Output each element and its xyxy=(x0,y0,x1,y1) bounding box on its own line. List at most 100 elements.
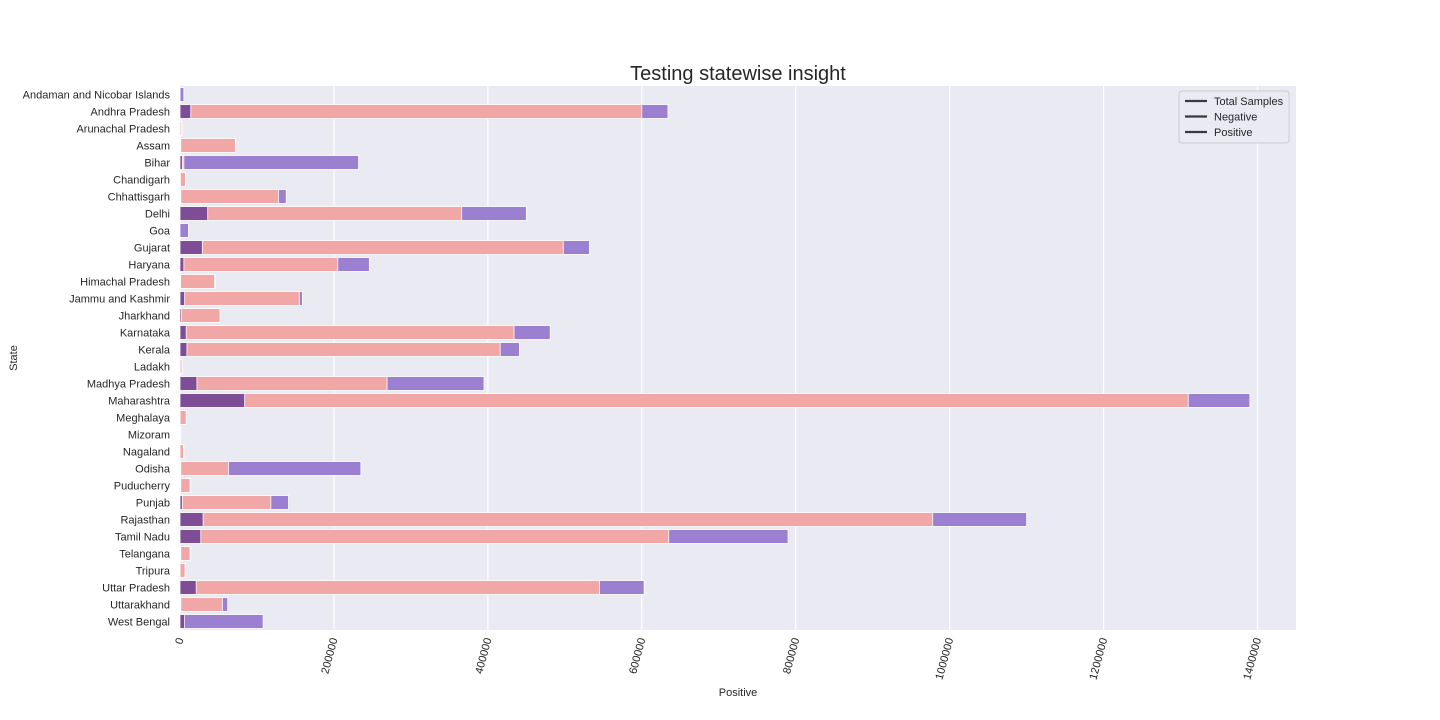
y-axis-label: State xyxy=(8,345,20,371)
state-label: Goa xyxy=(149,226,171,238)
state-label: Chandigarh xyxy=(113,175,170,187)
state-label: Andhra Pradesh xyxy=(91,107,171,119)
bar-positive-15 xyxy=(179,342,188,357)
state-label: Odisha xyxy=(135,464,171,476)
bar-positive-3 xyxy=(179,138,182,153)
state-label: Tripura xyxy=(136,566,171,578)
bar-negative-14 xyxy=(179,325,515,340)
state-label: Puducherry xyxy=(114,481,171,493)
bar-negative-17 xyxy=(179,376,388,391)
state-label: Jharkhand xyxy=(119,311,170,323)
x-tick-label: 1400000 xyxy=(1241,637,1264,681)
bar-negative-13 xyxy=(179,308,221,323)
state-label: Assam xyxy=(136,141,170,153)
legend-box xyxy=(1178,90,1290,144)
state-labels: Andaman and Nicobar Islands Andhra Prades… xyxy=(23,90,171,629)
bar-negative-15 xyxy=(179,342,501,357)
state-label: Ladakh xyxy=(134,362,170,374)
bar-positive-18 xyxy=(179,393,246,408)
bar-positive-14 xyxy=(179,325,187,340)
chart-title: Testing statewise insight xyxy=(630,63,846,85)
bar-negative-12 xyxy=(179,291,300,306)
x-tick-label: 1200000 xyxy=(1088,637,1111,681)
legend-label: Negative xyxy=(1214,112,1257,124)
legend-label: Positive xyxy=(1214,127,1253,139)
state-label: Maharashtra xyxy=(108,396,171,408)
bar-negative-9 xyxy=(179,240,564,255)
state-label: Meghalaya xyxy=(116,413,171,425)
x-tick-labels: 0 200000 400000 600000 800000 1000000 1200000 1… xyxy=(173,637,1264,681)
bar-positive-27 xyxy=(179,546,182,561)
bar-positive-17 xyxy=(179,376,198,391)
state-label: Himachal Pradesh xyxy=(80,277,170,289)
legend-label: Total Samples xyxy=(1214,96,1284,108)
bar-negative-11 xyxy=(179,274,216,289)
bar-negative-29 xyxy=(179,580,600,595)
x-tick-label: 0 xyxy=(173,637,186,646)
state-label: Haryana xyxy=(128,260,170,272)
bar-negative-20 xyxy=(179,427,182,442)
bar-negative-6 xyxy=(179,189,279,204)
state-label: Nagaland xyxy=(123,447,170,459)
state-label: Tamil Nadu xyxy=(115,532,170,544)
state-label: Gujarat xyxy=(134,243,170,255)
state-label: Punjab xyxy=(136,498,170,510)
legend: Total Samples Negative Positive xyxy=(1178,90,1290,144)
bar-negative-7 xyxy=(179,206,463,221)
bar-positive-31 xyxy=(179,614,186,629)
state-label: Andaman and Nicobar Islands xyxy=(23,90,171,102)
x-axis-label: Positive xyxy=(719,687,758,699)
bar-negative-10 xyxy=(179,257,339,272)
bar-positive-10 xyxy=(179,257,185,272)
bar-negative-1 xyxy=(179,104,643,119)
state-label: West Bengal xyxy=(108,617,170,629)
bar-negative-23 xyxy=(179,478,191,493)
bar-negative-19 xyxy=(179,410,187,425)
state-label: Uttar Pradesh xyxy=(102,583,170,595)
state-label: Kerala xyxy=(138,345,171,357)
x-tick-label: 200000 xyxy=(319,637,340,676)
bar-negative-3 xyxy=(179,138,236,153)
bar-positive-26 xyxy=(179,529,202,544)
bar-negative-25 xyxy=(179,512,934,527)
bar-negative-28 xyxy=(179,563,186,578)
x-tick-label: 1000000 xyxy=(934,637,957,681)
state-label: Jammu and Kashmir xyxy=(69,294,170,306)
bar-positive-9 xyxy=(179,240,203,255)
state-label: Madhya Pradesh xyxy=(87,379,170,391)
bar-total-samples-4 xyxy=(179,155,359,170)
state-label: Uttarakhand xyxy=(110,600,170,612)
bar-negative-22 xyxy=(179,461,229,476)
bar-positive-4 xyxy=(179,155,183,170)
bar-positive-6 xyxy=(179,189,182,204)
bar-positive-22 xyxy=(179,461,182,476)
bar-positive-30 xyxy=(179,597,182,612)
bar-negative-18 xyxy=(179,393,1189,408)
state-label: Karnataka xyxy=(120,328,171,340)
bar-negative-21 xyxy=(179,444,184,459)
bar-positive-24 xyxy=(179,495,183,510)
bar-total-samples-0 xyxy=(179,87,185,102)
bar-positive-7 xyxy=(179,206,209,221)
bar-negative-5 xyxy=(179,172,186,187)
bar-positive-11 xyxy=(179,274,182,289)
bar-total-samples-8 xyxy=(179,223,189,238)
bar-positive-12 xyxy=(179,291,186,306)
bar-positive-29 xyxy=(179,580,197,595)
state-label: Arunachal Pradesh xyxy=(76,124,170,136)
bar-negative-26 xyxy=(179,529,670,544)
state-label: Telangana xyxy=(119,549,171,561)
bar-positive-13 xyxy=(179,308,182,323)
bar-positive-1 xyxy=(179,104,192,119)
bar-positive-23 xyxy=(179,478,182,493)
state-label: Rajasthan xyxy=(120,515,170,527)
x-tick-label: 400000 xyxy=(473,637,494,676)
state-label: Delhi xyxy=(145,209,170,221)
state-label: Chhattisgarh xyxy=(108,192,170,204)
bar-negative-24 xyxy=(179,495,272,510)
state-label: Mizoram xyxy=(128,430,170,442)
bars xyxy=(179,87,1251,629)
x-tick-label: 600000 xyxy=(627,637,648,676)
state-label: Bihar xyxy=(144,158,170,170)
